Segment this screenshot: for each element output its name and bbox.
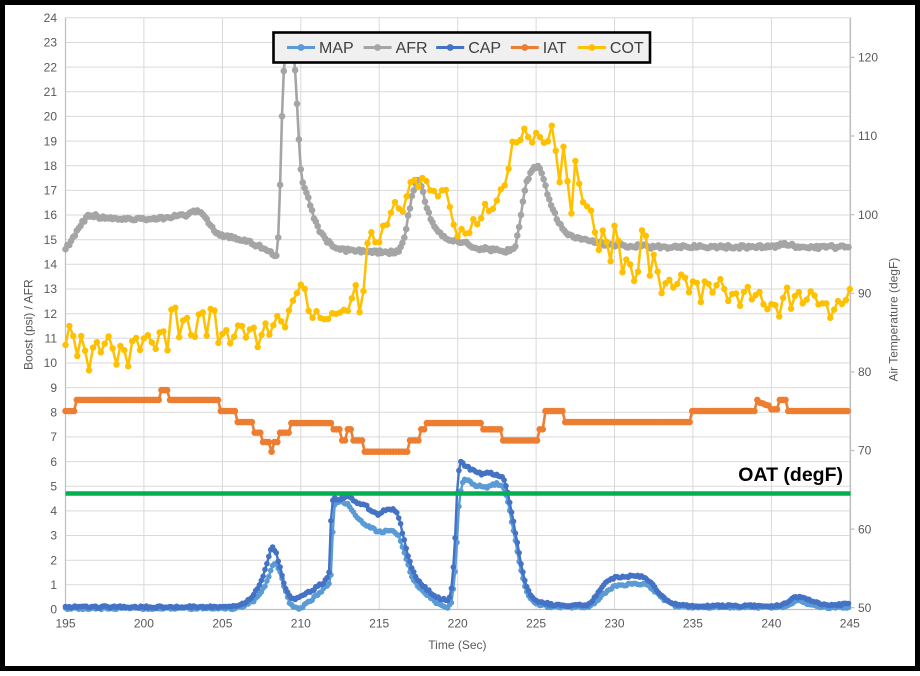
svg-text:110: 110 [858,129,877,143]
svg-text:0: 0 [50,603,57,617]
svg-text:230: 230 [604,617,624,631]
svg-text:IAT: IAT [543,40,567,57]
svg-text:9: 9 [50,381,57,395]
svg-text:24: 24 [44,11,58,25]
svg-text:CAP: CAP [468,40,501,57]
svg-text:205: 205 [212,617,232,631]
svg-text:90: 90 [858,287,872,301]
svg-text:MAP: MAP [319,40,354,57]
svg-text:4: 4 [50,504,57,518]
svg-text:120: 120 [858,51,878,65]
svg-text:18: 18 [44,159,58,173]
svg-text:AFR: AFR [396,40,428,57]
svg-text:245: 245 [840,617,860,631]
svg-text:21: 21 [44,85,58,99]
svg-text:210: 210 [291,617,311,631]
svg-text:200: 200 [134,617,154,631]
svg-text:13: 13 [44,282,58,296]
svg-text:12: 12 [44,307,58,321]
svg-text:17: 17 [44,184,58,198]
svg-text:11: 11 [45,332,58,346]
svg-text:235: 235 [683,617,703,631]
svg-text:14: 14 [44,258,58,272]
svg-text:2: 2 [50,553,57,567]
svg-text:OAT (degF): OAT (degF) [738,464,843,486]
svg-text:195: 195 [55,617,75,631]
svg-text:80: 80 [858,365,872,379]
svg-text:1: 1 [50,578,57,592]
svg-text:16: 16 [44,208,58,222]
svg-text:6: 6 [50,455,57,469]
svg-text:220: 220 [448,617,468,631]
svg-text:100: 100 [858,208,878,222]
svg-text:8: 8 [50,406,57,420]
svg-text:15: 15 [44,233,58,247]
svg-text:70: 70 [858,444,872,458]
svg-text:3: 3 [50,529,57,543]
svg-text:23: 23 [44,36,58,50]
svg-text:20: 20 [44,110,58,124]
svg-text:22: 22 [44,60,58,74]
svg-text:240: 240 [761,617,781,631]
svg-text:19: 19 [44,134,58,148]
svg-text:50: 50 [858,601,872,615]
svg-text:7: 7 [50,430,57,444]
svg-text:Air Temperature (degF): Air Temperature (degF) [887,258,901,382]
svg-text:Boost (psi) / AFR: Boost (psi) / AFR [22,279,36,370]
svg-text:60: 60 [858,522,872,536]
svg-text:5: 5 [50,479,57,493]
svg-text:COT: COT [610,40,644,57]
svg-text:Time (Sec): Time (Sec) [428,638,486,652]
svg-text:215: 215 [369,617,389,631]
svg-text:10: 10 [44,356,58,370]
svg-text:225: 225 [526,617,546,631]
